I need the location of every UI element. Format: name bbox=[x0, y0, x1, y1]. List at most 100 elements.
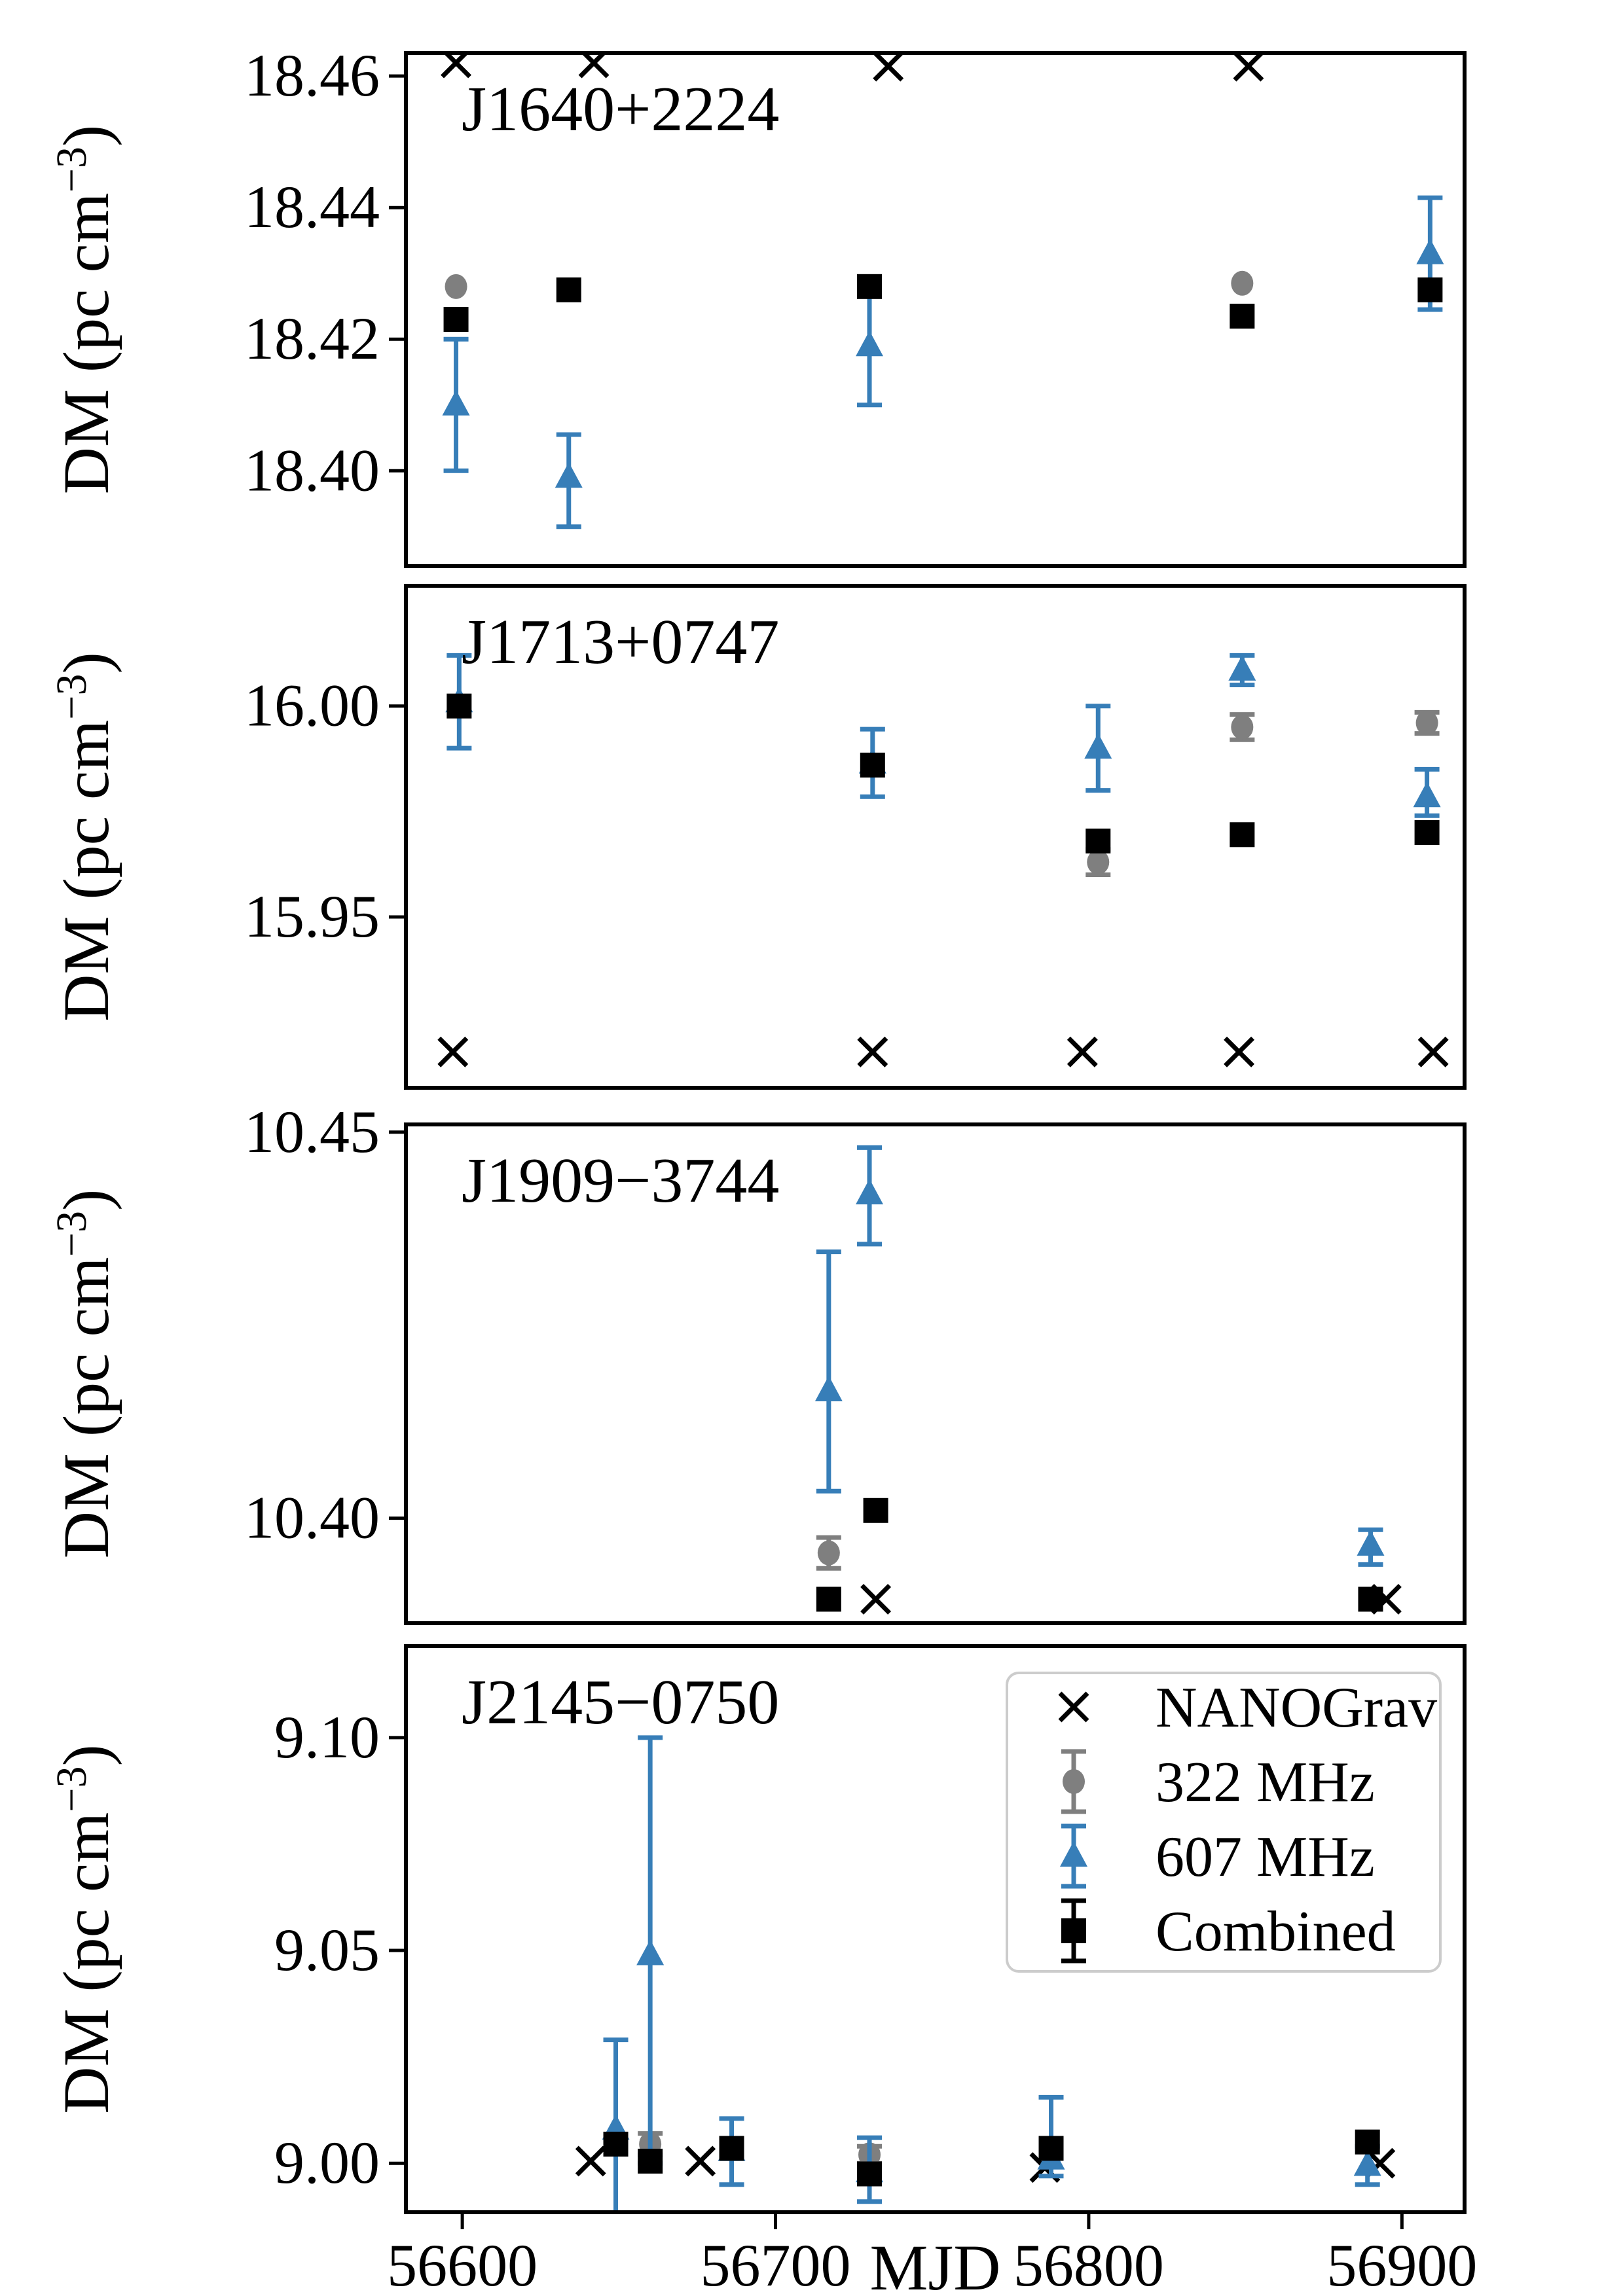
legend-label: NANOGrav bbox=[1156, 1676, 1437, 1740]
square-marker bbox=[860, 752, 885, 778]
series-NANOGrav bbox=[575, 2145, 1396, 2183]
panel-data-area bbox=[441, 53, 1444, 529]
triangle-marker bbox=[1416, 238, 1444, 264]
triangle-marker bbox=[856, 1179, 884, 1205]
triangle-marker bbox=[555, 462, 583, 488]
triangle-marker bbox=[1357, 1530, 1385, 1556]
x-marker bbox=[873, 53, 904, 82]
triangle-marker bbox=[1228, 655, 1256, 681]
y-tick-label: 18.40 bbox=[244, 437, 380, 503]
y-axis-label: DM (pc cm−3) bbox=[48, 125, 122, 495]
square-marker bbox=[863, 1498, 888, 1523]
y-tick-label: 9.05 bbox=[274, 1916, 380, 1983]
series-Combined bbox=[447, 693, 1440, 853]
series-NANOGrav bbox=[860, 1583, 1402, 1615]
legend-label: Combined bbox=[1156, 1900, 1396, 1964]
legend-item-Combined: Combined bbox=[1061, 1898, 1396, 1964]
legend-item-607 MHz: 607 MHz bbox=[1060, 1823, 1375, 1889]
square-marker bbox=[1061, 1918, 1086, 1943]
square-marker bbox=[857, 274, 883, 299]
square-marker bbox=[1230, 822, 1255, 848]
x-marker bbox=[1233, 53, 1264, 82]
series-322 MHz bbox=[445, 270, 1254, 299]
x-marker bbox=[575, 2145, 606, 2177]
y-tick-label: 16.00 bbox=[244, 672, 380, 739]
panel-data-area bbox=[437, 653, 1449, 1067]
square-marker bbox=[857, 2161, 883, 2187]
x-tick-label: 56600 bbox=[387, 2232, 538, 2296]
panel-data-area bbox=[575, 1735, 1396, 2212]
panel-J1640+2224: 18.40 18.42 18.44 18.46 DM (pc cm−3) J1640+22… bbox=[48, 42, 1467, 568]
series-607 MHz bbox=[445, 653, 1441, 818]
square-marker bbox=[447, 693, 472, 719]
panel-data-area bbox=[814, 1145, 1402, 1615]
series-322 MHz bbox=[816, 1535, 841, 1571]
y-tick-label: 10.40 bbox=[244, 1484, 380, 1551]
series-Combined bbox=[443, 274, 1443, 332]
legend-box bbox=[1006, 1672, 1442, 1973]
circle-marker bbox=[817, 1540, 840, 1566]
y-tick-label: 18.44 bbox=[244, 173, 380, 240]
y-tick-label: 15.95 bbox=[244, 883, 380, 950]
y-axis-label: DM (pc cm−3) bbox=[48, 1744, 122, 2114]
series-607 MHz bbox=[814, 1145, 1385, 1567]
y-tick-label: 18.46 bbox=[244, 42, 380, 109]
square-marker bbox=[1038, 2136, 1064, 2161]
panel-border bbox=[404, 51, 1467, 568]
square-marker bbox=[638, 2148, 663, 2174]
triangle-marker bbox=[1353, 2150, 1381, 2176]
x-marker bbox=[1224, 1036, 1255, 1067]
triangle-marker bbox=[1060, 1841, 1087, 1867]
series-322 MHz bbox=[638, 2131, 883, 2168]
triangle-marker bbox=[442, 389, 470, 416]
triangle-marker bbox=[814, 1375, 843, 1401]
x-axis-label: MJD bbox=[869, 2231, 1000, 2296]
x-marker bbox=[857, 1036, 888, 1067]
x-marker bbox=[437, 1036, 469, 1067]
panel-J1909−3744: 10.40 10.45 DM (pc cm−3) J1909−3744 bbox=[48, 1098, 1467, 1625]
square-marker bbox=[1417, 277, 1443, 302]
square-marker bbox=[1085, 828, 1111, 853]
series-Combined bbox=[816, 1498, 1383, 1612]
y-tick-label: 9.00 bbox=[274, 2129, 380, 2196]
square-marker bbox=[719, 2136, 744, 2161]
triangle-marker bbox=[1413, 781, 1441, 808]
x-axis: 56600 56700 56800 56900 MJD bbox=[387, 2212, 1477, 2296]
square-marker bbox=[556, 277, 581, 302]
circle-marker bbox=[1063, 1769, 1085, 1794]
y-axis-label: DM (pc cm−3) bbox=[48, 652, 122, 1022]
x-marker bbox=[1067, 1036, 1098, 1067]
legend: NANOGrav 322 MHz 607 MHz Combined bbox=[1006, 1672, 1442, 1973]
x-marker bbox=[1058, 1691, 1089, 1723]
circle-marker bbox=[1231, 270, 1254, 296]
panel-J1713+0747: 15.95 16.00 DM (pc cm−3) J1713+0747 bbox=[48, 584, 1467, 1090]
panel-border bbox=[404, 584, 1467, 1090]
x-marker bbox=[1417, 1036, 1449, 1067]
series-NANOGrav bbox=[437, 1036, 1449, 1067]
circle-marker bbox=[445, 274, 467, 299]
square-marker bbox=[1355, 2129, 1380, 2155]
square-marker bbox=[1358, 1587, 1383, 1612]
x-marker bbox=[860, 1583, 892, 1615]
square-marker bbox=[603, 2131, 629, 2157]
panel-J2145−0750: 9.00 9.05 9.10 DM (pc cm−3) J2145−0750 bbox=[48, 1644, 1467, 2214]
triangle-marker bbox=[856, 331, 884, 357]
panel-title: J2145−0750 bbox=[462, 1667, 779, 1738]
series-Combined bbox=[603, 2129, 1380, 2187]
error-bar bbox=[816, 1249, 841, 1494]
triangle-marker bbox=[636, 1939, 665, 1965]
series-322 MHz bbox=[1085, 709, 1440, 878]
circle-marker bbox=[1415, 710, 1438, 736]
x-tick-label: 56700 bbox=[701, 2232, 851, 2296]
circle-marker bbox=[1087, 850, 1110, 875]
x-tick-label: 56800 bbox=[1013, 2232, 1164, 2296]
legend-label: 607 MHz bbox=[1156, 1825, 1375, 1889]
circle-marker bbox=[1231, 714, 1254, 740]
panel-border bbox=[404, 1644, 1467, 2214]
legend-label: 322 MHz bbox=[1156, 1751, 1375, 1814]
square-marker bbox=[1230, 304, 1255, 329]
y-axis-label: DM (pc cm−3) bbox=[48, 1189, 122, 1559]
panel-title: J1909−3744 bbox=[462, 1145, 779, 1216]
